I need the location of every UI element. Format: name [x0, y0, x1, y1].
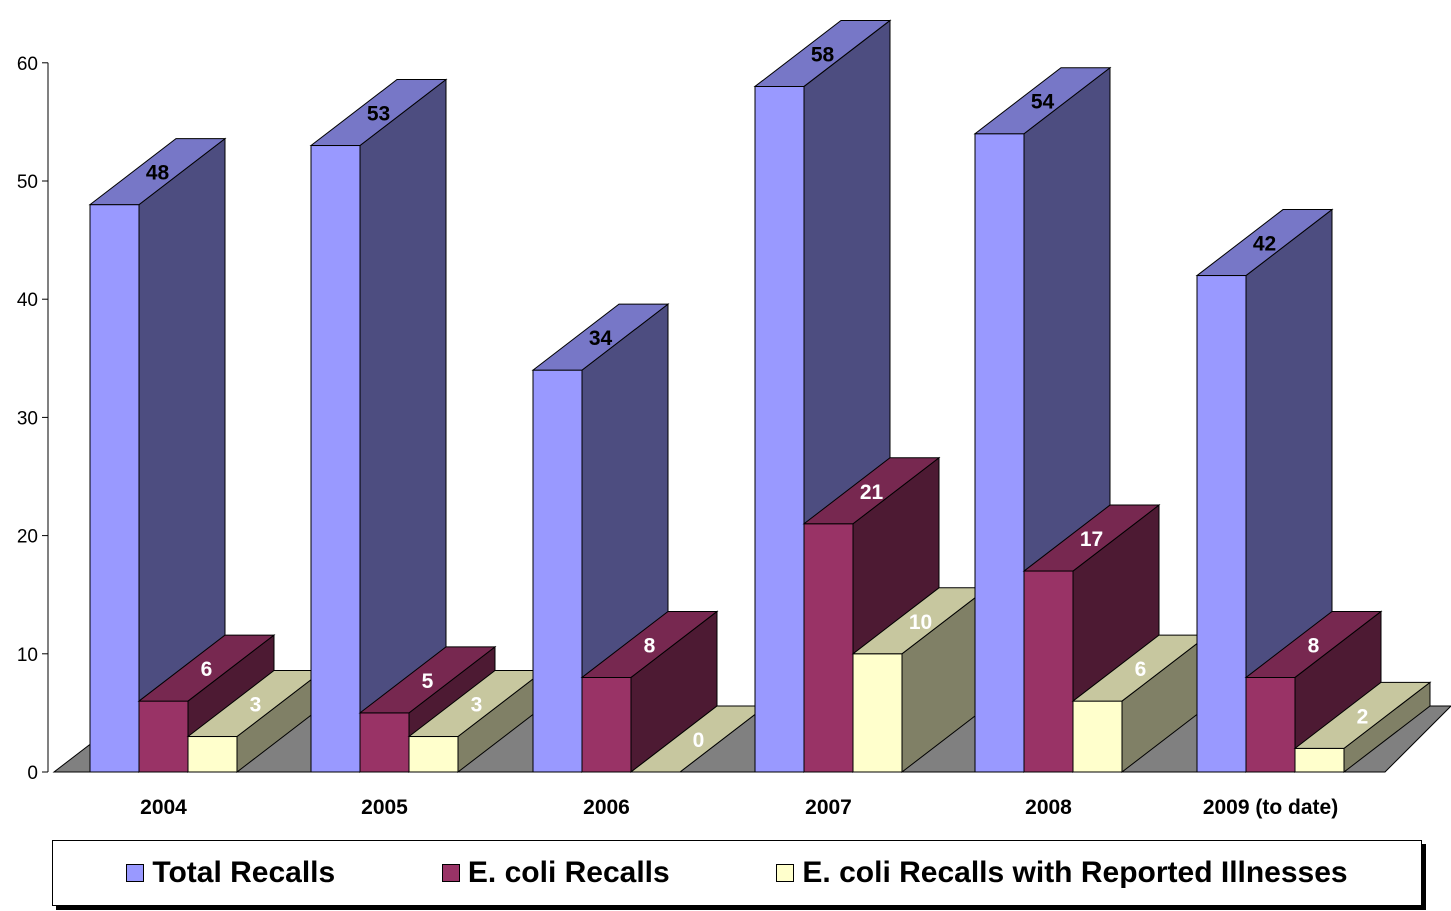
bar — [531, 303, 670, 774]
x-category-label: 2009 (to date) — [1203, 796, 1338, 819]
bar-front — [532, 369, 583, 773]
bar-front — [138, 700, 189, 773]
x-category-label: 2005 — [361, 796, 408, 819]
data-label: 34 — [589, 327, 613, 350]
data-label: 3 — [250, 694, 262, 717]
bar-front — [852, 653, 903, 773]
data-label: 17 — [1080, 528, 1103, 551]
data-label: 3 — [471, 694, 483, 717]
data-label: 21 — [860, 481, 884, 504]
bar-top — [88, 138, 227, 206]
data-label: 8 — [1308, 634, 1320, 657]
y-tick-label: 60 — [17, 54, 38, 75]
y-tick-label: 30 — [17, 408, 38, 429]
bar — [407, 669, 546, 774]
data-label: 8 — [644, 634, 656, 657]
legend-swatch-ecoli-recalls — [441, 864, 460, 882]
bar — [186, 669, 325, 774]
bar-top — [1022, 504, 1161, 572]
bar-front — [1294, 747, 1345, 773]
x-category-label: 2006 — [583, 796, 630, 819]
legend-item-total-recalls: Total Recalls — [126, 856, 335, 890]
bar-front — [408, 736, 459, 773]
bar-top — [531, 303, 670, 371]
data-label: 2 — [1357, 705, 1369, 728]
bar — [580, 610, 719, 774]
legend-label-ecoli-recalls: E. coli Recalls — [467, 856, 670, 889]
y-tick-label: 50 — [17, 172, 38, 193]
x-category-label: 2004 — [140, 796, 187, 819]
bar-top — [137, 634, 276, 702]
bar-front — [187, 736, 238, 773]
category-labels: 2004 2005 2006 2007 2008 2009 (to date) — [140, 796, 1338, 819]
bar-top — [1195, 209, 1334, 277]
bar-front — [89, 204, 140, 773]
bar — [88, 137, 227, 774]
bar-top — [1293, 681, 1432, 749]
data-label: 58 — [811, 43, 835, 66]
bar-front — [1196, 275, 1247, 773]
bar-top — [802, 457, 941, 525]
bar-front — [1072, 700, 1123, 773]
legend-item-ecoli-illnesses: E. coli Recalls with Reported Illnesses — [776, 856, 1348, 890]
bar-front — [974, 133, 1025, 773]
bar-top — [358, 646, 497, 714]
bar-top — [753, 19, 892, 87]
legend-swatch-ecoli-illnesses — [776, 864, 795, 882]
bar — [1293, 681, 1432, 774]
data-label: 0 — [693, 729, 705, 752]
bar-front — [803, 523, 854, 773]
bar — [1071, 634, 1210, 774]
y-tick-label: 20 — [17, 527, 38, 548]
bar-top — [309, 79, 448, 147]
x-category-label: 2007 — [805, 796, 852, 819]
y-axis: 0 10 20 30 40 50 60 — [17, 54, 49, 784]
bar-top — [580, 610, 719, 678]
y-tick-label: 0 — [27, 763, 38, 784]
data-label: 6 — [1135, 658, 1147, 681]
data-label: 10 — [909, 611, 932, 634]
bar — [309, 78, 448, 774]
legend-swatch-total-recalls — [126, 864, 145, 882]
bar-top — [1244, 610, 1383, 678]
data-label: 42 — [1253, 233, 1276, 256]
bar-front — [310, 145, 361, 773]
bar-front — [1245, 676, 1296, 773]
legend-label-total-recalls: Total Recalls — [152, 856, 336, 889]
data-label: 6 — [201, 658, 213, 681]
legend-label-ecoli-illnesses: E. coli Recalls with Reported Illnesses — [802, 856, 1348, 889]
x-category-label: 2008 — [1025, 796, 1072, 819]
bar-front — [581, 676, 632, 773]
bar — [851, 586, 990, 774]
bar-front — [754, 85, 805, 773]
y-tick-label: 40 — [17, 290, 38, 311]
y-tick-label: 10 — [17, 645, 38, 666]
bar-front — [359, 712, 410, 773]
bar-top — [973, 67, 1112, 135]
data-label: 54 — [1031, 91, 1055, 114]
data-label: 53 — [367, 103, 390, 126]
bar-front — [1023, 570, 1074, 773]
data-label: 5 — [422, 670, 434, 693]
legend: Total Recalls E. coli Recalls E. coli Re… — [52, 840, 1422, 906]
legend-item-ecoli-recalls: E. coli Recalls — [441, 856, 670, 890]
data-label: 48 — [146, 162, 170, 185]
bars — [88, 19, 1432, 774]
